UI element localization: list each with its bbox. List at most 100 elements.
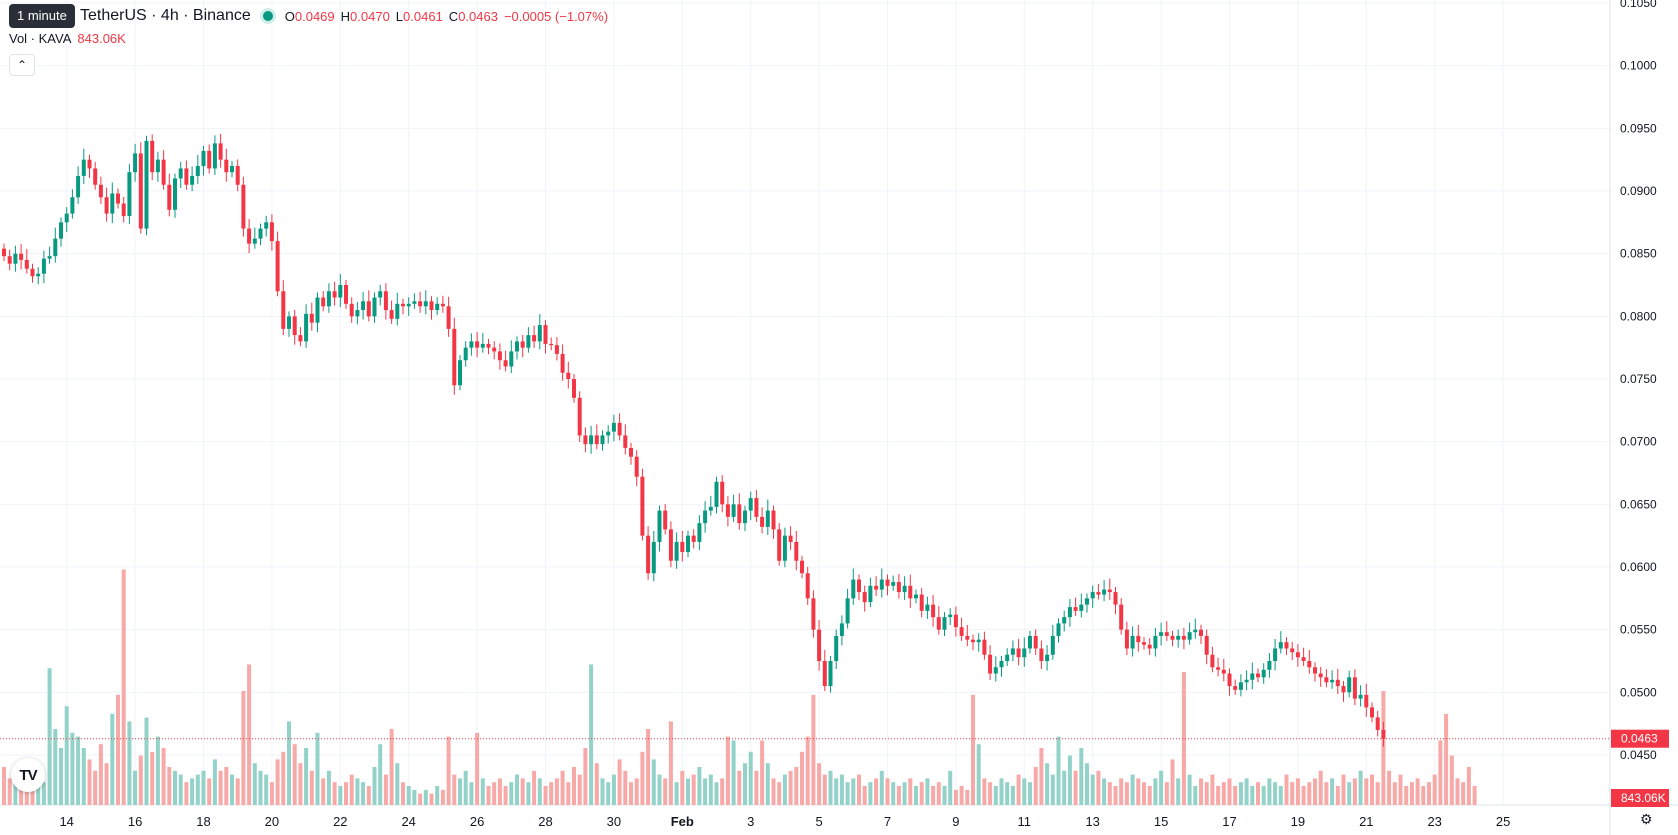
candle-body [269, 222, 274, 242]
volume-bar [269, 782, 274, 805]
volume-bar [1016, 774, 1021, 805]
volume-bar [167, 767, 172, 805]
time-tick-label: 28 [538, 814, 552, 829]
volume-bar [902, 782, 907, 805]
volume-bar [247, 664, 252, 805]
price-tick-label: 0.0600 [1620, 560, 1657, 574]
candle-body [315, 297, 320, 323]
candle-body [1181, 635, 1186, 640]
candle-body [1341, 686, 1346, 693]
candle-body [47, 256, 52, 259]
price-tick-label: 0.0750 [1620, 372, 1657, 386]
volume-bar [1250, 786, 1255, 805]
volume-bar [93, 770, 98, 805]
volume-bar [965, 789, 970, 805]
volume-bar [207, 778, 212, 805]
volume-bar [116, 694, 120, 805]
volume-bar [87, 759, 92, 805]
volume-bar [629, 782, 633, 805]
candle-body [53, 238, 58, 257]
collapse-legend-button[interactable]: ⌃ [9, 54, 35, 76]
ohlc-high: H0.0470 [340, 8, 390, 24]
gear-icon[interactable]: ⚙ [1640, 811, 1653, 827]
volume-bar [691, 774, 696, 805]
volume-bar [332, 782, 337, 805]
candle-body [691, 535, 696, 542]
volume-bar [1056, 736, 1061, 805]
price-tick-label: 0.1050 [1620, 0, 1657, 10]
candle-body [338, 285, 343, 298]
volume-legend[interactable]: Vol · KAVA 843.06K [9, 31, 126, 46]
volume-bar [1347, 782, 1352, 805]
candle-body [737, 504, 742, 524]
candle-body [1090, 592, 1095, 599]
volume-bar [1415, 778, 1420, 805]
candle-body [1352, 677, 1357, 699]
symbol-title[interactable]: TetherUS · 4h · Binance [80, 7, 251, 24]
candle-body [435, 303, 440, 311]
volume-bar [1090, 774, 1095, 805]
volume-bar [1398, 774, 1403, 805]
candle-body [332, 291, 337, 298]
volume-bar [401, 782, 405, 805]
candle-body [81, 159, 86, 176]
candle-body [1085, 598, 1089, 605]
candle-body [281, 291, 286, 329]
candle-body [110, 193, 115, 214]
volume-bar [1330, 778, 1335, 805]
candle-body [942, 617, 947, 630]
volume-tag-label: 843.06K [1621, 791, 1666, 805]
candle-body [731, 504, 736, 517]
volume-bar [1067, 755, 1072, 805]
time-tick-label: 15 [1154, 814, 1168, 829]
volume-bar [554, 778, 559, 805]
volume-bar [423, 789, 428, 805]
volume-bar [1005, 782, 1010, 805]
candle-body [264, 222, 269, 229]
volume-bar [41, 782, 46, 805]
volume-bar [24, 786, 29, 805]
time-tick-label: 20 [265, 814, 279, 829]
candle-body [1142, 642, 1146, 645]
time-tick-label: 9 [952, 814, 959, 829]
candle-body [418, 301, 423, 307]
candle-body [412, 301, 417, 304]
volume-bar [224, 767, 229, 805]
price-tick-label: 0.0650 [1620, 497, 1657, 511]
candle-body [309, 313, 314, 323]
tradingview-logo-icon[interactable]: TV [11, 758, 45, 792]
volume-bar [914, 786, 918, 805]
volume-bar [515, 774, 519, 805]
volume-bar [720, 778, 725, 805]
volume-bar [13, 782, 18, 805]
price-change: −0.0005 (−1.07%) [503, 8, 609, 24]
volume-bar [452, 774, 457, 805]
candle-body [30, 268, 35, 277]
volume-bar [1256, 782, 1260, 805]
candle-body [1056, 623, 1061, 636]
volume-bars [2, 569, 1477, 805]
candle-body [1364, 694, 1369, 708]
price-axis[interactable]: 0.1050 0.1000 0.0950 0.0900 0.0850 0.0800 0.07… [1611, 0, 1669, 807]
volume-bar [1102, 778, 1107, 805]
candle-body [1199, 629, 1203, 636]
candle-body [1290, 648, 1295, 653]
volume-bar [839, 774, 844, 805]
volume-bar [144, 717, 149, 805]
time-axis[interactable]: 14 16 18 20 22 24 26 28 30 Feb 3 5 7 9 11 13 15 17 19 21 23 2… [59, 814, 1510, 829]
volume-bar [1358, 770, 1363, 805]
volume-bar [1193, 786, 1198, 805]
candle-body [212, 143, 217, 169]
candle-body [891, 582, 896, 586]
volume-bar [771, 778, 776, 805]
volume-bar [640, 751, 645, 805]
volume-bar [1238, 782, 1243, 805]
candle-body [1370, 707, 1374, 718]
volume-bar [138, 755, 143, 805]
time-tick-label: 11 [1018, 814, 1032, 829]
volume-bar [1204, 782, 1209, 805]
volume-bar [486, 786, 491, 805]
price-tick-label: 0.0850 [1620, 247, 1657, 261]
